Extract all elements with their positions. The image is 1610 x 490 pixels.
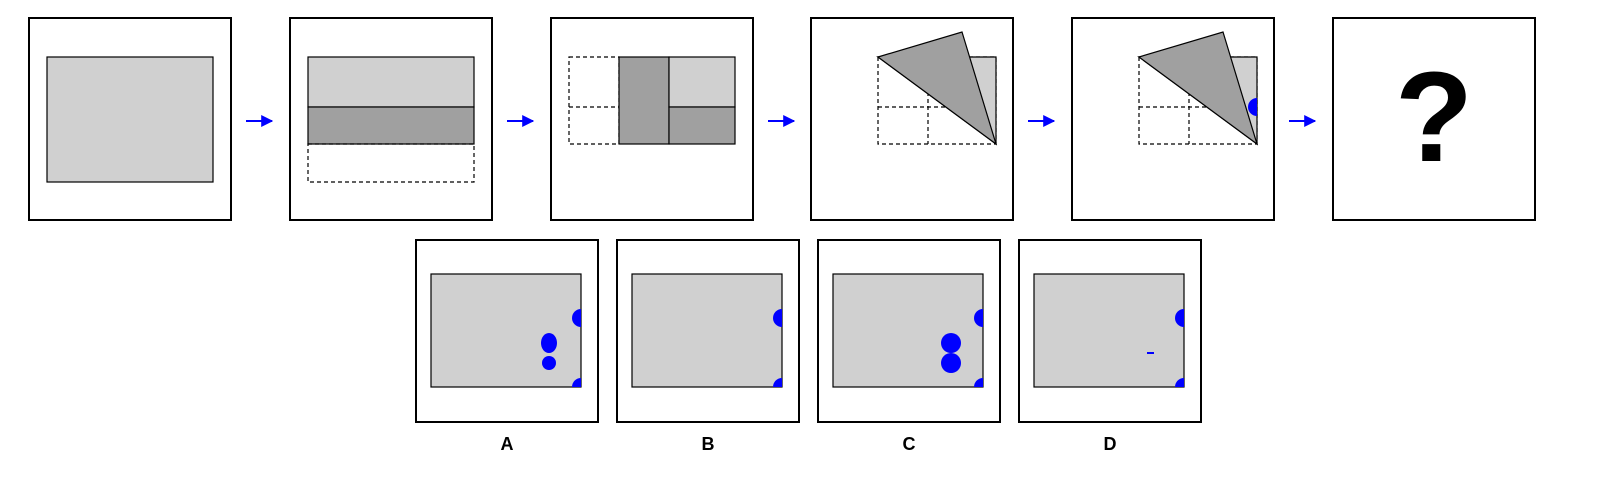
question-mark: ? [1395, 46, 1473, 189]
step-6-panel: ? [1332, 17, 1536, 221]
step-3-panel [550, 17, 754, 221]
option-label: A [501, 434, 514, 454]
panel-frame [1332, 17, 1536, 221]
hole-center [542, 356, 556, 370]
punched-hole [1248, 98, 1257, 116]
unfolded-sheet [631, 273, 783, 388]
step-5-panel [1071, 17, 1275, 221]
step-2-panel [289, 17, 493, 221]
hole-corner [773, 378, 782, 387]
unfolded-sheet [1033, 273, 1185, 388]
hole-corner [572, 378, 581, 387]
unfolded-sheet [832, 273, 984, 388]
option-label: D [1104, 434, 1117, 454]
option-d[interactable]: D [1018, 239, 1202, 454]
option-c[interactable]: C [817, 239, 1001, 454]
option-label: C [903, 434, 916, 454]
hole-corner [1175, 378, 1184, 387]
hole-center [941, 353, 961, 373]
paper-top-part [307, 56, 475, 108]
unfolded-sheet [430, 273, 582, 388]
paper-sheet [46, 56, 214, 183]
option-a[interactable]: A [415, 239, 599, 454]
paper-lower-part [668, 106, 736, 145]
paper-folded-flap [307, 106, 475, 145]
hole-edge [1175, 309, 1184, 327]
paper-folded-triangle [1137, 31, 1259, 146]
hole-edge [773, 309, 782, 327]
hole-center [1147, 352, 1154, 354]
hole-edge [974, 309, 983, 327]
paper-folded-triangle [876, 31, 998, 146]
hole-center [541, 333, 557, 353]
hole-edge [572, 309, 581, 327]
hole-corner [974, 378, 983, 387]
step-4-panel [810, 17, 1014, 221]
hole-center [941, 333, 961, 353]
step-1-panel [28, 17, 232, 221]
paper-folded-flap [618, 56, 670, 145]
paper-top-part [668, 56, 736, 108]
option-b[interactable]: B [616, 239, 800, 454]
option-label: B [702, 434, 715, 454]
fold-outline [307, 143, 475, 183]
